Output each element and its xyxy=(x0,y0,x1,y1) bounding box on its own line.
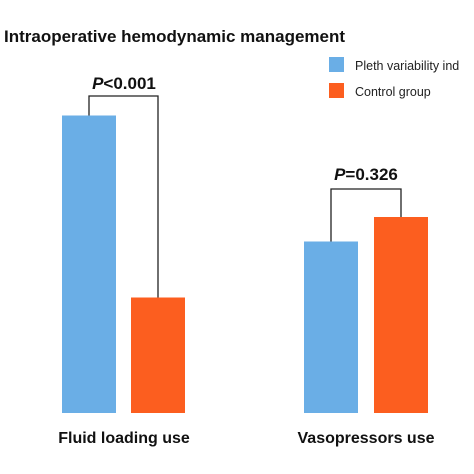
bar-2-series-1 xyxy=(304,241,358,413)
legend-swatch-series-2 xyxy=(329,83,344,98)
significance-bracket-2 xyxy=(330,188,402,242)
p-value-label-2: P=0.326 xyxy=(334,165,398,184)
p-value-label-1: P<0.001 xyxy=(92,74,156,93)
bar-1-series-1 xyxy=(62,115,116,413)
category-label-1: Fluid loading use xyxy=(58,430,190,447)
category-label-2: Vasopressors use xyxy=(298,430,435,447)
legend-swatch-series-1 xyxy=(329,57,344,72)
bar-2-series-2 xyxy=(374,217,428,413)
bar-1-series-2 xyxy=(131,297,185,413)
chart-title: Intraoperative hemodynamic management xyxy=(4,27,345,46)
legend-label-series-1: Pleth variability ind xyxy=(355,59,459,73)
significance-bracket-1 xyxy=(88,95,159,298)
significance-brackets: P<0.001 P=0.326 xyxy=(88,74,402,298)
legend-label-series-2: Control group xyxy=(355,85,431,99)
legend: Pleth variability ind Control group xyxy=(329,57,459,99)
bars-group xyxy=(62,115,428,413)
category-labels: Fluid loading use Vasopressors use xyxy=(58,430,434,447)
